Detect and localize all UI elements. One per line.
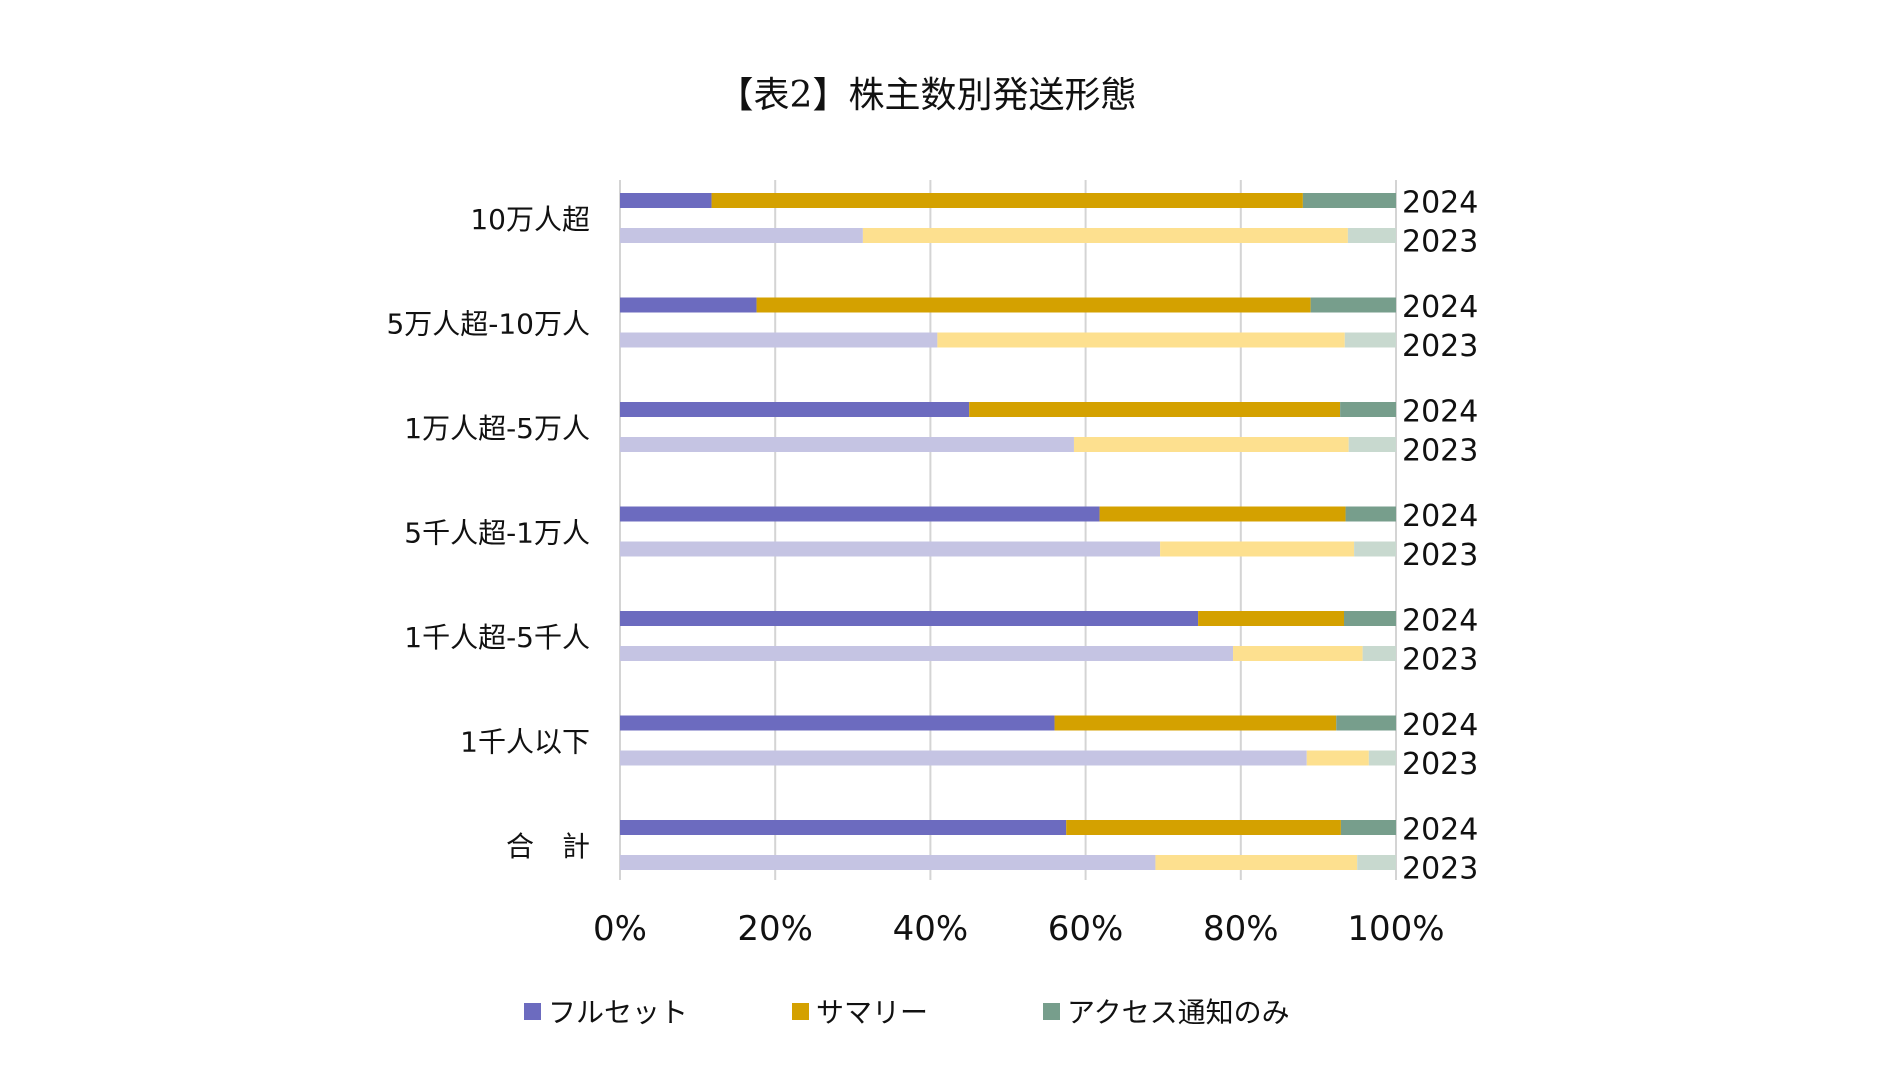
x-tick-label: 0% [593, 909, 647, 949]
bar-segment [1233, 646, 1363, 661]
year-label: 2023 [1402, 747, 1478, 782]
x-tick-label: 100% [1347, 909, 1444, 949]
bar-segment [1310, 297, 1396, 313]
bar-segment [620, 715, 1055, 731]
x-tick-label: 80% [1203, 909, 1279, 949]
bar-segment [620, 611, 1199, 626]
bar-segment [620, 646, 1234, 661]
bar-segment [1368, 750, 1396, 766]
bar-segment [620, 820, 1067, 835]
year-label: 2023 [1402, 852, 1478, 887]
category-label: 5万人超-10万人 [386, 308, 590, 341]
bar-segment [1198, 611, 1345, 626]
year-label: 2024 [1402, 395, 1478, 430]
bar-segment [1354, 541, 1396, 557]
chart-title: 【表2】株主数別発送形態 [718, 75, 1137, 116]
year-label: 2024 [1402, 604, 1478, 639]
bar-segment [937, 332, 1345, 348]
x-tick-label: 60% [1048, 909, 1124, 949]
bar-segment [711, 193, 1303, 208]
bar-segment [969, 402, 1341, 417]
bar-segment [1073, 437, 1349, 452]
bar-segment [1340, 402, 1396, 417]
year-label: 2023 [1402, 643, 1478, 678]
legend-swatch [792, 1003, 809, 1020]
bar-segment [1336, 715, 1396, 731]
labels: 0% 20% 40% 60% 80% 100% 2024 2023 10万人超 2024 2023 5… [386, 186, 1478, 950]
category-label: 1千人以下 [460, 726, 590, 759]
bars [620, 193, 1396, 870]
bar-segment [620, 437, 1074, 452]
category-label: 合 計 [506, 830, 590, 863]
bar-segment [1347, 228, 1396, 243]
bar-segment [1302, 193, 1396, 208]
legend-label: アクセス通知のみ [1067, 996, 1290, 1029]
legend-swatch [1043, 1003, 1060, 1020]
bar-segment [862, 228, 1348, 243]
category-label: 1万人超-5万人 [404, 412, 590, 445]
bar-segment [1344, 332, 1396, 348]
bar-segment [1362, 646, 1396, 661]
year-label: 2023 [1402, 329, 1478, 364]
bar-segment [1054, 715, 1337, 731]
year-label: 2023 [1402, 225, 1478, 260]
year-label: 2024 [1402, 708, 1478, 743]
year-label: 2024 [1402, 290, 1478, 325]
legend-swatch [524, 1003, 541, 1020]
legend-label: サマリー [816, 996, 928, 1029]
legend: フルセット サマリー アクセス通知のみ [524, 996, 1290, 1029]
bar-segment [1306, 750, 1369, 766]
category-label: 5千人超-1万人 [404, 517, 590, 550]
x-tick-label: 20% [737, 909, 813, 949]
year-label: 2024 [1402, 499, 1478, 534]
bar-segment [620, 750, 1307, 766]
bar-segment [620, 506, 1100, 522]
gridlines [619, 180, 1397, 880]
bar-segment [756, 297, 1311, 313]
year-label: 2023 [1402, 434, 1478, 469]
x-tick-label: 40% [893, 909, 969, 949]
category-label: 10万人超 [470, 203, 590, 236]
category-label: 1千人超-5千人 [404, 621, 590, 654]
bar-segment [1345, 506, 1396, 522]
bar-segment [620, 193, 712, 208]
bar-segment [620, 402, 970, 417]
bar-segment [620, 228, 863, 243]
bar-segment [620, 297, 757, 313]
bar-segment [1099, 506, 1346, 522]
legend-label: フルセット [548, 996, 688, 1029]
bar-segment [1066, 820, 1341, 835]
year-label: 2024 [1402, 186, 1478, 221]
year-label: 2023 [1402, 538, 1478, 573]
bar-segment [1340, 820, 1396, 835]
year-label: 2024 [1402, 813, 1478, 848]
bar-segment [620, 332, 938, 348]
bar-segment [620, 541, 1161, 557]
bar-segment [1344, 611, 1396, 626]
bar-segment [1348, 437, 1396, 452]
bar-segment [620, 855, 1156, 870]
bar-segment [1155, 855, 1358, 870]
bar-segment [1160, 541, 1355, 557]
bar-segment [1357, 855, 1396, 870]
